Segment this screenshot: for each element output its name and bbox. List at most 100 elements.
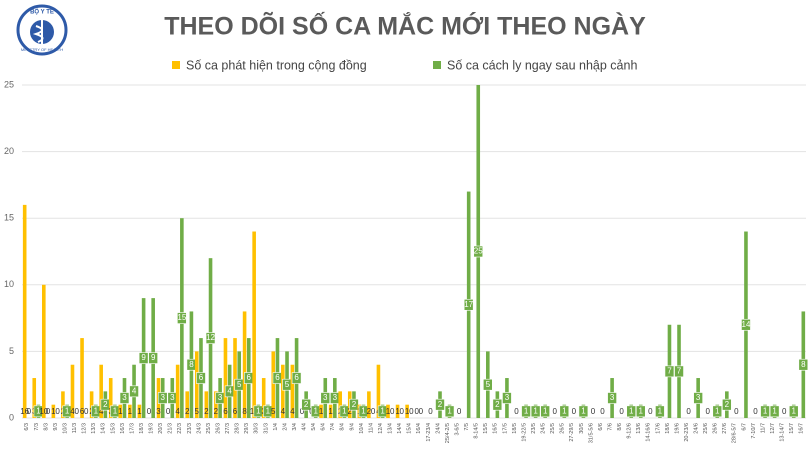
bar xyxy=(185,391,190,418)
data-label-box xyxy=(607,392,617,404)
data-label: 3 xyxy=(323,393,328,402)
data-label: 14 xyxy=(742,320,751,329)
data-label: 0 xyxy=(409,407,414,416)
data-label: 3 xyxy=(505,393,510,402)
logo-bottom: MINISTRY OF HEALTH xyxy=(21,47,63,52)
data-label: 1 xyxy=(380,406,385,415)
x-tick-label: 19-22/5 xyxy=(521,423,527,442)
data-label: 0 xyxy=(753,407,758,416)
data-label: 1 xyxy=(137,407,142,416)
data-label-box xyxy=(196,372,206,384)
bar xyxy=(99,364,103,418)
x-tick-label: 14/4 xyxy=(397,423,403,434)
x-tick-label: 17/6 xyxy=(655,423,661,434)
data-label: 0 xyxy=(428,407,433,416)
data-label-box xyxy=(559,405,570,418)
x-tick-label: 5/4 xyxy=(311,423,317,431)
data-label: 6 xyxy=(294,373,299,382)
data-label: 3 xyxy=(170,393,175,402)
data-label: 9 xyxy=(141,353,146,362)
bar xyxy=(252,231,256,418)
bar xyxy=(223,338,228,418)
data-label: 2 xyxy=(214,407,219,416)
x-tick-label: 13/6 xyxy=(636,423,642,434)
data-label: 0 xyxy=(147,407,152,416)
data-label: 1 xyxy=(36,406,41,415)
bar xyxy=(204,391,209,418)
legend-swatch xyxy=(172,61,180,69)
data-label: 8 xyxy=(189,360,194,369)
data-label: 2 xyxy=(348,407,353,416)
x-tick-label: 15/4 xyxy=(407,423,413,434)
data-label: 0 xyxy=(46,407,51,416)
data-label: 1 xyxy=(386,407,391,416)
x-tick-label: 11/3 xyxy=(72,423,78,433)
data-label: 0 xyxy=(572,407,577,416)
data-label: 6 xyxy=(247,373,252,382)
bar xyxy=(367,391,371,418)
x-tick-label: 26/5 xyxy=(560,423,566,434)
bar xyxy=(233,338,237,418)
x-tick-label: 8/6 xyxy=(617,423,623,431)
data-label: 1 xyxy=(395,407,400,416)
x-tick-label: 21/3 xyxy=(168,423,174,434)
x-tick-label: 31/5-5/6 xyxy=(588,423,594,443)
x-tick-label: 16/7 xyxy=(799,423,805,434)
data-label: 0 xyxy=(782,407,787,416)
x-tick-label: 31/3 xyxy=(263,423,269,434)
data-label-box xyxy=(788,405,799,418)
data-label: 3 xyxy=(161,393,166,402)
data-label: 4 xyxy=(175,407,180,416)
x-tick-label: 22/3 xyxy=(177,423,183,434)
data-label: 6 xyxy=(80,407,85,416)
data-label: 1 xyxy=(113,406,118,415)
data-label: 5 xyxy=(271,407,276,416)
data-label: 6 xyxy=(223,407,228,416)
data-label: 2 xyxy=(725,400,730,409)
data-label-box xyxy=(148,352,158,364)
bar xyxy=(70,364,75,418)
data-label: 10 xyxy=(39,407,48,416)
data-label: 7 xyxy=(667,366,672,375)
data-label: 0 xyxy=(400,407,405,416)
x-tick-label: 23/5 xyxy=(531,423,537,434)
data-label: 1 xyxy=(118,407,123,416)
data-label: 9 xyxy=(151,353,156,362)
data-label: 1 xyxy=(562,406,567,415)
data-label: 0 xyxy=(600,407,605,416)
data-label-box xyxy=(291,372,302,384)
data-label-box xyxy=(760,405,770,418)
data-label: 2 xyxy=(204,407,209,416)
data-label: 3 xyxy=(156,407,161,416)
data-label: 5 xyxy=(195,407,200,416)
data-label: 1 xyxy=(65,406,70,415)
x-tick-label: 6/7 xyxy=(741,423,747,431)
x-tick-label: 10/4 xyxy=(359,423,365,434)
x-tick-label: 19/3 xyxy=(149,423,155,434)
data-label-box xyxy=(463,298,474,311)
data-label: 0 xyxy=(371,407,376,416)
data-label-box xyxy=(664,365,675,378)
x-tick-label: 9-12/6 xyxy=(627,423,633,439)
bar xyxy=(290,364,295,418)
data-label: 7 xyxy=(677,366,682,375)
y-tick-label: 5 xyxy=(9,346,14,356)
x-tick-label: 18/6 xyxy=(665,423,671,434)
x-tick-label: 11/7 xyxy=(760,423,766,433)
x-tick-label: 6/6 xyxy=(598,423,604,431)
x-tick-label: 12/3 xyxy=(82,423,88,434)
x-tick-label: 14-16/6 xyxy=(646,423,652,442)
data-label-box xyxy=(119,392,130,404)
data-label: 2 xyxy=(367,407,372,416)
x-tick-label: 16/3 xyxy=(120,423,126,434)
y-tick-label: 0 xyxy=(9,412,14,422)
data-label: 1 xyxy=(715,406,720,415)
x-tick-label: 27/6 xyxy=(722,423,728,434)
data-label-box xyxy=(473,245,484,258)
x-tick-label: 3/4 xyxy=(292,423,298,431)
x-tick-label: 24/5 xyxy=(541,423,547,434)
data-label: 1 xyxy=(328,407,333,416)
x-tick-label: 7/3 xyxy=(34,423,40,431)
x-tick-label: 10/3 xyxy=(62,423,68,434)
x-tick-label: 3-6/5 xyxy=(454,423,460,436)
